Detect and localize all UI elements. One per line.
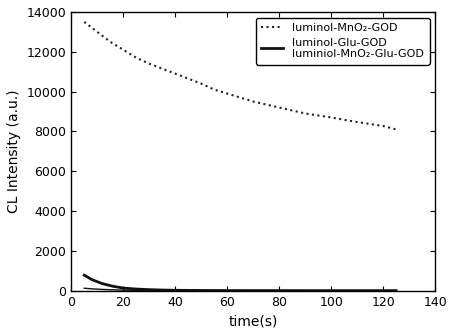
Y-axis label: CL Intensity (a.u.): CL Intensity (a.u.) <box>7 89 21 213</box>
Legend: luminol-MnO₂-GOD, luminol-Glu-GOD
luminiol-MnO₂-Glu-GOD: luminol-MnO₂-GOD, luminol-Glu-GOD lumini… <box>256 17 429 65</box>
X-axis label: time(s): time(s) <box>228 314 278 328</box>
